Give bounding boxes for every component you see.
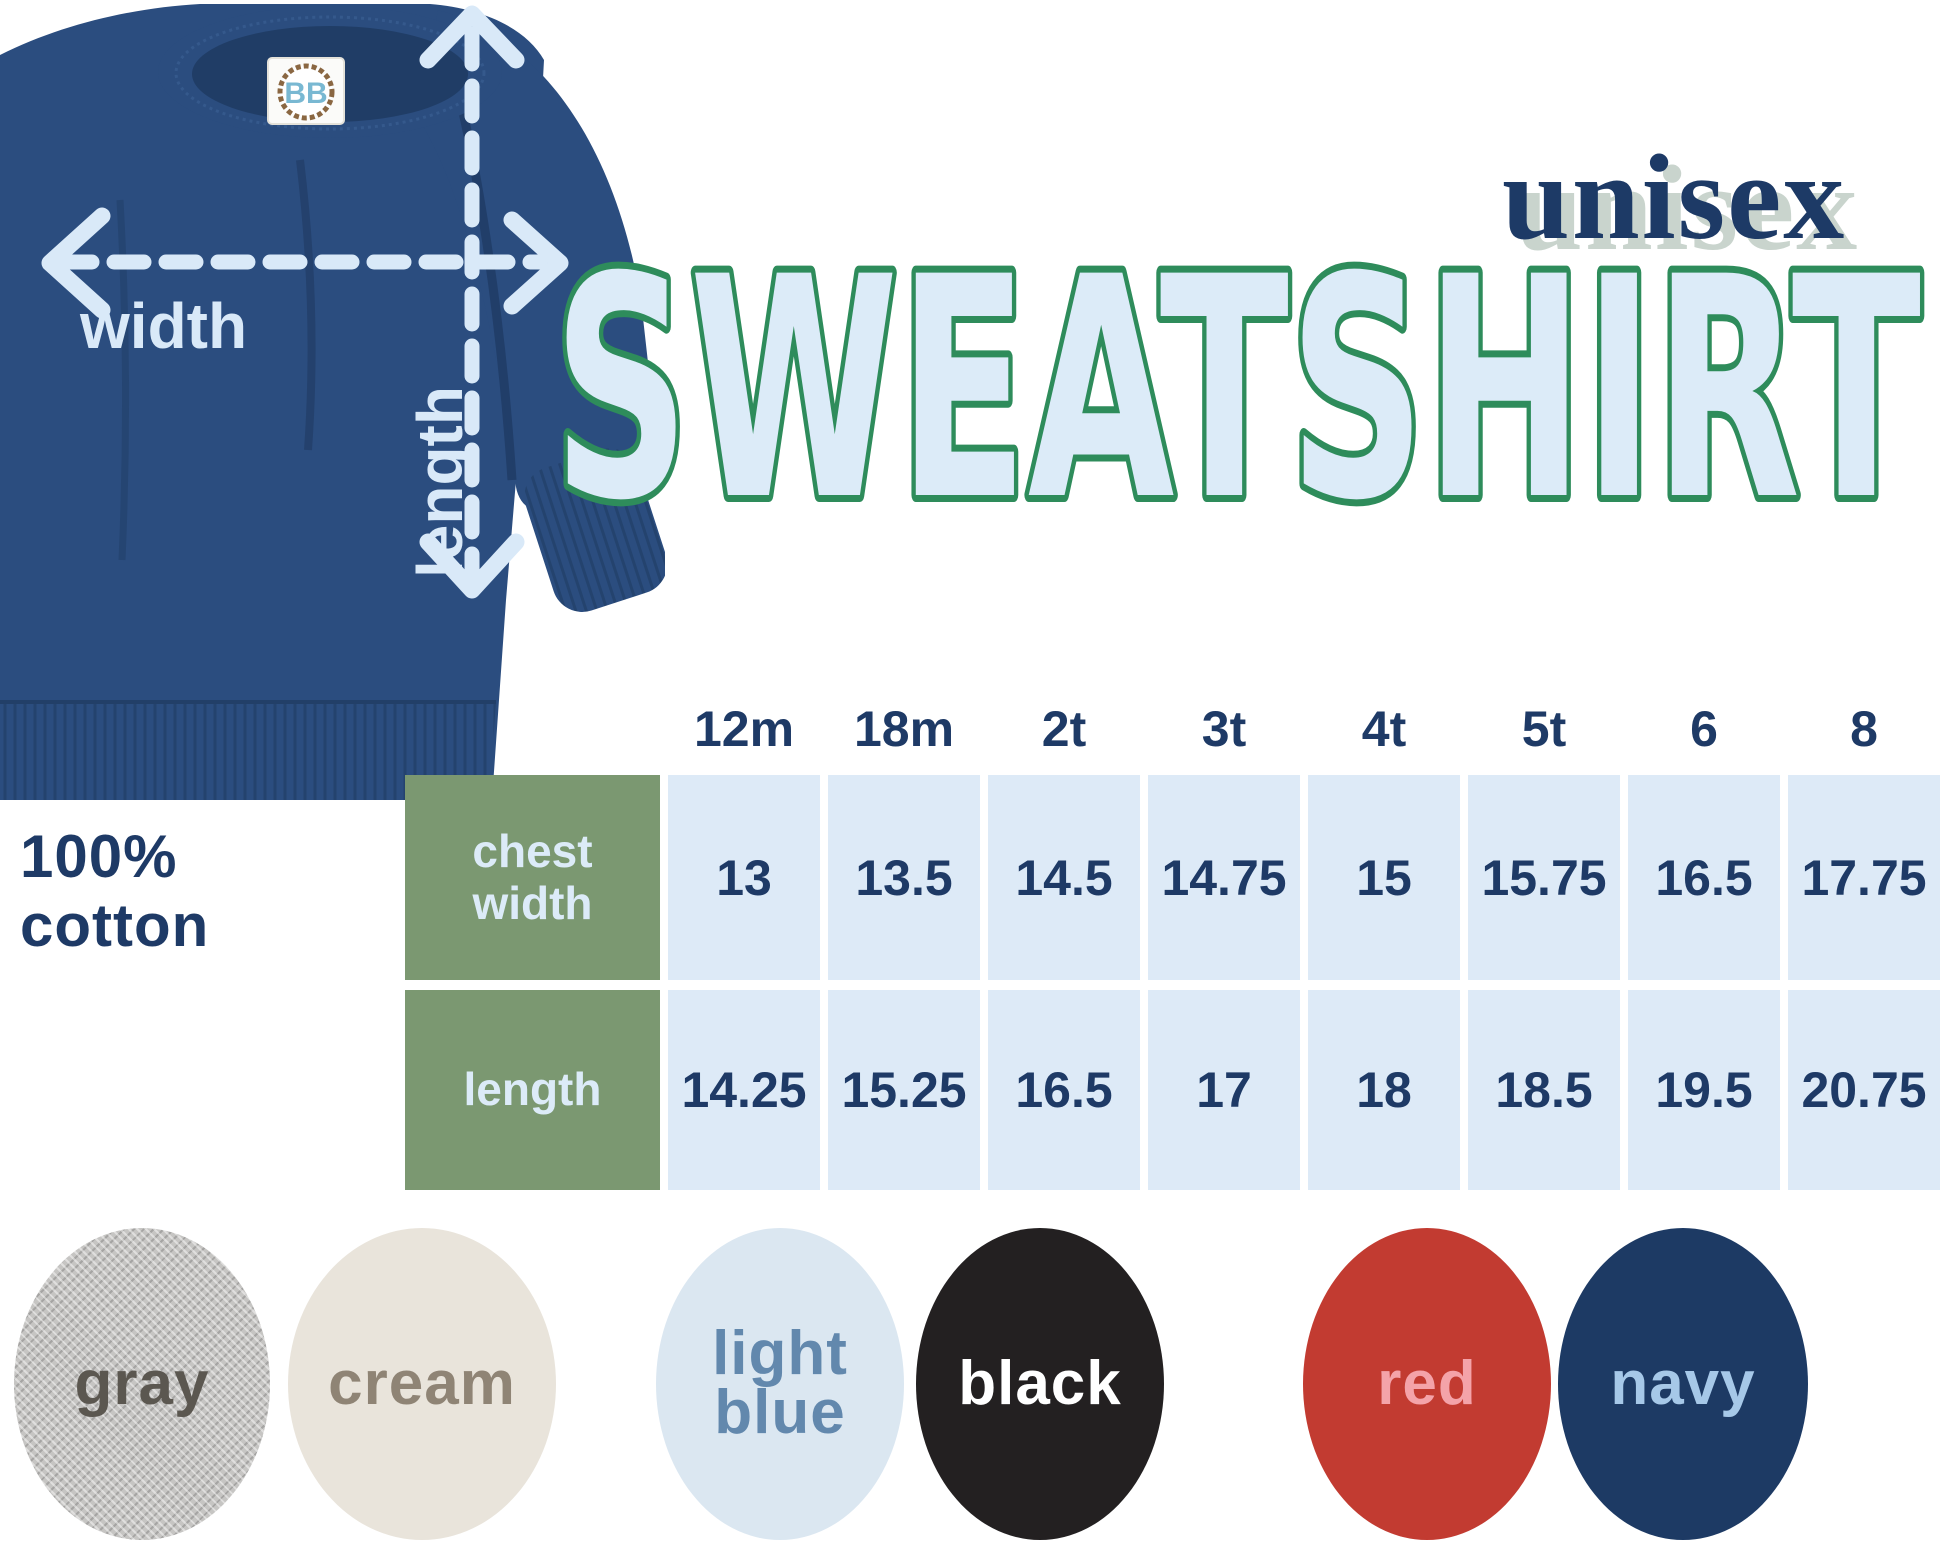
chest-width-value-3t: 14.75 xyxy=(1148,775,1300,980)
subtitle-unisex: unisex xyxy=(1502,130,1847,265)
size-header-spacer xyxy=(405,693,660,765)
length-value-18m: 15.25 xyxy=(828,990,980,1190)
width-arrow xyxy=(41,207,569,319)
color-swatch-red-label: red xyxy=(1377,1348,1477,1418)
color-swatch-red: red xyxy=(1303,1228,1551,1540)
color-swatch-navy-label: navy xyxy=(1610,1348,1756,1418)
length-value-2t: 16.5 xyxy=(988,990,1140,1190)
page-title: SWEATSHIRT xyxy=(553,213,1922,533)
sleeve-cuff xyxy=(524,448,665,612)
color-swatch-gray: gray xyxy=(14,1228,270,1540)
size-column-header-3t: 3t xyxy=(1201,701,1247,757)
chest-width-value-18m: 13.5 xyxy=(828,775,980,980)
chest-width-value-2t: 14.5 xyxy=(988,775,1140,980)
chest-width-value-5t: 15.75 xyxy=(1468,775,1620,980)
size-column-header-2t: 2t xyxy=(1041,701,1087,757)
chest-width-value-8: 17.75 xyxy=(1788,775,1940,980)
size-chart-table: 12m 18m 2t 3t 4t 5t 6 8 chest width 13 1… xyxy=(405,693,1940,1190)
color-swatch-black-label: black xyxy=(958,1348,1122,1418)
chest-width-value-12m: 13 xyxy=(668,775,820,980)
width-label: width xyxy=(79,290,247,362)
size-column-header-4t: 4t xyxy=(1361,701,1407,757)
brand-tag: BB xyxy=(267,57,345,125)
color-swatch-cream-label: cream xyxy=(328,1348,516,1418)
chest-width-value-6: 16.5 xyxy=(1628,775,1780,980)
row-label-length: length xyxy=(405,990,660,1190)
color-swatch-gray-label: gray xyxy=(74,1348,210,1418)
material-note: 100% cotton xyxy=(20,823,210,959)
length-value-4t: 18 xyxy=(1308,990,1460,1190)
brand-tag-text: BB xyxy=(284,77,327,110)
sweatshirt-photo: BB width length xyxy=(0,0,665,812)
size-column-header-8: 8 xyxy=(1850,701,1878,757)
waistband xyxy=(0,702,496,800)
color-swatch-light-blue: light blue xyxy=(656,1228,904,1540)
size-column-header-5t: 5t xyxy=(1521,701,1567,757)
row-label-chest-width: chest width xyxy=(405,775,660,980)
length-value-12m: 14.25 xyxy=(668,990,820,1190)
length-label: length xyxy=(404,386,476,578)
sweatshirt-body xyxy=(0,4,544,800)
color-swatch-light-blue-label: light blue xyxy=(712,1319,848,1447)
length-value-5t: 18.5 xyxy=(1468,990,1620,1190)
length-arrow xyxy=(419,5,525,599)
size-column-header-6: 6 xyxy=(1690,701,1718,757)
color-swatch-black: black xyxy=(916,1228,1164,1540)
color-swatch-cream: cream xyxy=(288,1228,556,1540)
length-value-3t: 17 xyxy=(1148,990,1300,1190)
length-value-6: 19.5 xyxy=(1628,990,1780,1190)
size-column-header-12m: 12m xyxy=(693,701,795,757)
color-swatch-navy: navy xyxy=(1558,1228,1808,1540)
size-column-header-18m: 18m xyxy=(853,701,955,757)
length-value-8: 20.75 xyxy=(1788,990,1940,1190)
title-wrap: SWEATSHIRT xyxy=(535,213,1940,533)
chest-width-value-4t: 15 xyxy=(1308,775,1460,980)
sweatshirt-illustration: BB width length xyxy=(0,4,665,800)
